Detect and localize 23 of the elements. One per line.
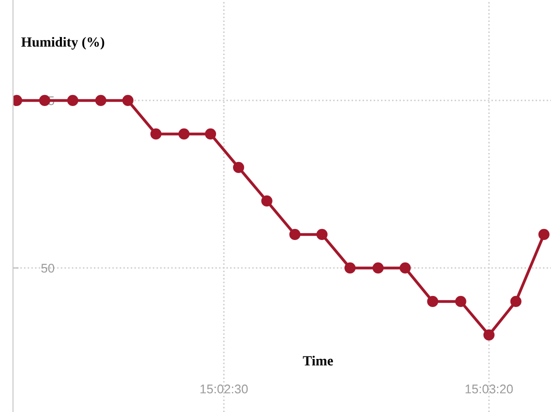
point — [95, 94, 106, 106]
y-tick-label: 50 — [41, 264, 54, 273]
point — [178, 128, 190, 140]
y-axis-title: Humidity (%) — [21, 36, 104, 50]
point — [316, 228, 328, 240]
point — [204, 128, 216, 140]
point — [483, 329, 495, 341]
point — [67, 94, 78, 106]
x-axis-title: Time — [302, 356, 333, 366]
x-tick-label: 15:03:20 — [466, 384, 513, 394]
x-tick-label: 15:02:30 — [200, 384, 248, 394]
point — [372, 262, 384, 274]
point — [261, 195, 272, 207]
point — [427, 296, 438, 308]
point — [150, 128, 162, 140]
point — [122, 94, 134, 106]
point — [510, 296, 522, 308]
point — [400, 262, 411, 274]
point — [289, 228, 300, 240]
point — [538, 228, 550, 240]
point — [455, 296, 466, 308]
point — [233, 162, 244, 174]
point — [344, 262, 356, 274]
